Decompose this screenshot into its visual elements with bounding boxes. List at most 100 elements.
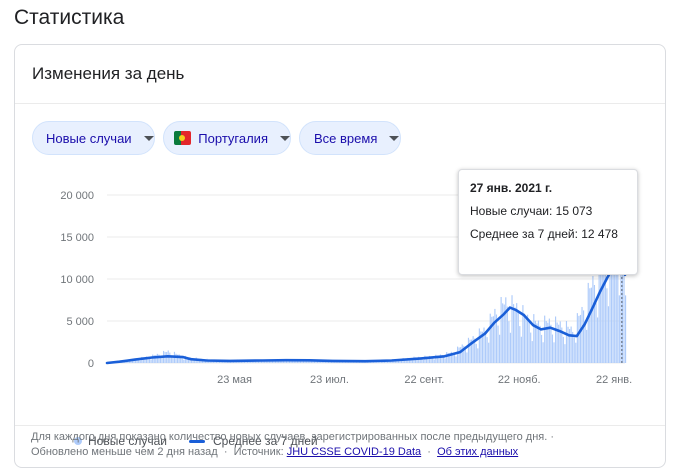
- daily-case-bar: [127, 360, 129, 363]
- daily-case-bar: [147, 357, 149, 363]
- source-link[interactable]: JHU CSSE COVID-19 Data: [286, 446, 422, 458]
- daily-case-bar: [517, 312, 519, 363]
- country-dropdown[interactable]: Португалия: [163, 121, 291, 155]
- daily-case-bar: [547, 322, 549, 363]
- daily-case-bar: [567, 326, 569, 363]
- daily-case-bar: [172, 357, 174, 363]
- daily-case-bar: [593, 285, 596, 363]
- daily-case-bar: [604, 267, 606, 363]
- tooltip-new-cases: Новые случаи: 15 073: [470, 204, 593, 218]
- daily-case-bar: [486, 337, 488, 363]
- page-title: Статистика: [14, 6, 125, 29]
- caret-down-icon: [389, 135, 400, 141]
- x-tick-label: 22 нояб.: [498, 374, 541, 386]
- daily-case-bar: [460, 347, 462, 363]
- daily-case-bar: [583, 310, 585, 363]
- tooltip-date: 27 янв. 2021 г.: [470, 181, 553, 195]
- footer-note: Для каждого дня показано количество новы…: [31, 431, 555, 458]
- legend-line-icon: [189, 439, 205, 443]
- daily-case-bar: [159, 356, 162, 363]
- daily-case-bar: [257, 361, 260, 363]
- about-data-link[interactable]: Об этих данных: [437, 446, 519, 458]
- daily-case-bar: [477, 348, 479, 363]
- daily-case-bar: [203, 360, 205, 363]
- y-tick-label: 0: [88, 358, 94, 370]
- daily-case-bar: [614, 227, 616, 363]
- daily-case-bar: [542, 342, 544, 363]
- daily-case-bar: [247, 361, 249, 363]
- daily-case-bar: [152, 354, 154, 363]
- daily-case-bar: [603, 256, 605, 363]
- daily-case-bar: [390, 361, 392, 363]
- daily-case-bar: [169, 352, 171, 363]
- daily-case-bar: [415, 357, 417, 363]
- daily-case-bar: [558, 324, 560, 363]
- daily-case-bar: [292, 361, 294, 363]
- daily-case-bar: [480, 331, 482, 363]
- avg7-line: [105, 256, 627, 365]
- daily-case-bar: [433, 359, 435, 363]
- daily-case-bar: [478, 328, 480, 363]
- daily-case-bar: [388, 360, 390, 363]
- daily-case-bar: [562, 336, 564, 363]
- card-title: Изменения за день: [32, 64, 185, 83]
- daily-case-bar: [551, 334, 554, 363]
- daily-case-bar: [523, 313, 526, 363]
- daily-case-bar: [158, 354, 160, 363]
- daily-case-bar: [514, 307, 516, 363]
- daily-case-bar: [575, 342, 577, 363]
- daily-case-bar: [500, 297, 502, 363]
- daily-case-bar: [528, 321, 530, 363]
- daily-case-bar: [611, 241, 613, 363]
- daily-case-bar: [205, 361, 207, 363]
- daily-case-bar: [509, 332, 512, 363]
- daily-case-bar: [578, 315, 580, 363]
- daily-case-bar: [548, 318, 550, 363]
- daily-case-bar: [506, 306, 508, 363]
- daily-case-bar: [570, 326, 572, 363]
- x-tick-label: 22 сент.: [404, 374, 444, 386]
- daily-case-bar: [522, 305, 524, 363]
- daily-case-bar: [427, 356, 429, 363]
- daily-case-bar: [430, 356, 432, 363]
- daily-case-bar: [310, 360, 312, 363]
- cases-chart[interactable]: 0 5 000 10 000 15 000 20 000 23 мая 23 июл. 22 …: [15, 45, 666, 468]
- daily-case-bar: [313, 361, 316, 363]
- daily-case-bar: [559, 321, 561, 363]
- daily-case-bar: [590, 287, 592, 363]
- daily-case-bar: [150, 359, 152, 363]
- daily-case-bar: [513, 304, 515, 363]
- daily-case-bar: [144, 357, 146, 363]
- footer-source-label: Источник:: [233, 446, 284, 458]
- daily-case-bar: [399, 360, 401, 363]
- daily-case-bar: [422, 359, 424, 363]
- range-dropdown[interactable]: Все время: [299, 121, 401, 155]
- daily-case-bar: [128, 361, 130, 363]
- daily-case-bar: [497, 325, 499, 363]
- daily-case-bar: [556, 322, 558, 363]
- daily-case-bar: [537, 320, 540, 363]
- daily-case-bar: [536, 323, 538, 363]
- x-tick-label: 23 мая: [217, 374, 252, 386]
- daily-case-bar: [411, 360, 414, 363]
- daily-case-bar: [606, 288, 608, 363]
- daily-case-bar: [623, 265, 625, 363]
- metric-dropdown[interactable]: Новые случаи: [32, 121, 155, 155]
- daily-case-bar: [161, 357, 163, 363]
- daily-case-bar: [597, 317, 599, 363]
- daily-case-bar: [435, 354, 437, 363]
- daily-case-bar: [533, 314, 535, 363]
- y-tick-label: 15 000: [60, 232, 94, 244]
- daily-case-bar: [458, 347, 460, 363]
- daily-case-bar: [492, 316, 494, 363]
- daily-case-bar: [303, 361, 305, 363]
- daily-case-bar: [170, 355, 172, 363]
- daily-case-bar: [156, 353, 158, 363]
- daily-case-bar: [410, 359, 412, 363]
- daily-case-bar: [519, 326, 521, 363]
- daily-case-bar: [569, 329, 571, 363]
- daily-case-bar: [450, 351, 452, 363]
- daily-case-bar: [416, 357, 418, 363]
- daily-case-bar: [488, 342, 490, 363]
- daily-case-bar: [530, 332, 532, 363]
